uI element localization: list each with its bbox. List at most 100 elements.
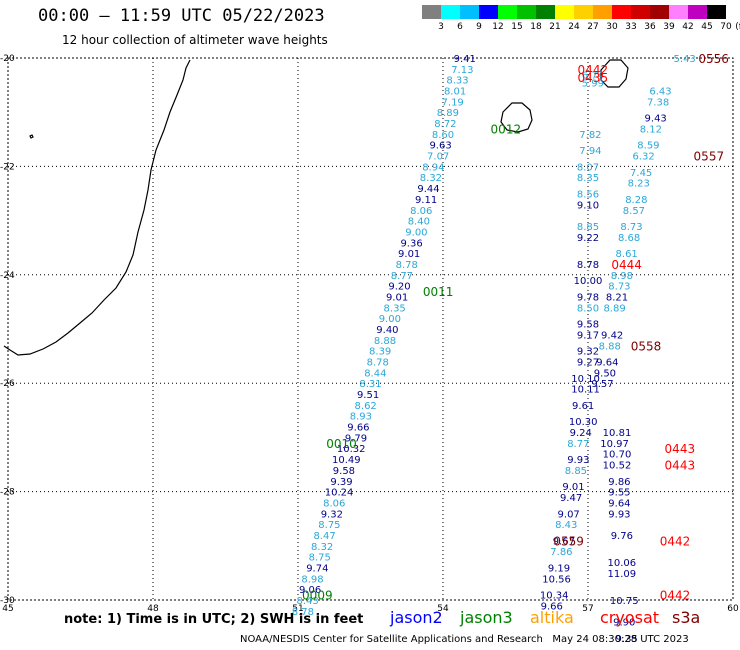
legend-swatch — [536, 5, 555, 19]
wave-height-value: 7.45 — [630, 168, 652, 179]
pass-number-label: 0442 — [660, 534, 691, 548]
wave-height-value: 9.17 — [577, 330, 599, 341]
wave-height-value: 7.82 — [579, 130, 601, 141]
lat-tick-label: -20 — [0, 54, 15, 64]
map-subtitle: 12 hour collection of altimeter wave hei… — [62, 33, 328, 47]
wave-height-value: 8.57 — [623, 206, 645, 217]
note-text: note: 1) Time is in UTC; 2) SWH is in fe… — [64, 612, 364, 627]
footer-credit: NOAA/NESDIS Center for Satellite Applica… — [240, 634, 689, 645]
reunion-island — [500, 102, 533, 133]
wave-height-value: 10.75 — [610, 596, 639, 607]
wave-height-value: 8.43 — [555, 520, 577, 531]
wave-height-value: 8.32 — [420, 173, 442, 184]
wave-height-value: 8.39 — [369, 347, 391, 358]
legend-label: 33 — [625, 22, 637, 32]
wave-height-value: 8.93 — [350, 412, 372, 423]
wave-height-value: 10.81 — [603, 428, 632, 439]
wave-height-value: 8.23 — [628, 179, 650, 190]
wave-height-value: 9.78 — [577, 292, 599, 303]
wave-height-value: 9.79 — [345, 433, 367, 444]
wave-height-value: 8.35 — [384, 303, 406, 314]
wave-height-observations: 9.417.138.338.017.198.898.728.609.637.07… — [292, 54, 696, 645]
pass-number-label: 0012 — [491, 122, 522, 136]
pass-number-label: 0011 — [423, 285, 454, 299]
wave-height-value: 10.30 — [569, 417, 598, 428]
wave-height-value: 8.73 — [620, 222, 642, 233]
legend-swatch — [574, 5, 593, 19]
wave-height-value: 8.33 — [446, 76, 468, 87]
madagascar-coast — [3, 59, 191, 356]
legend-label: 70 — [720, 22, 732, 32]
wave-height-value: 10.49 — [332, 455, 361, 466]
pass-number-label: 0559 — [553, 534, 584, 548]
wave-height-value: 8.32 — [311, 542, 333, 553]
wave-height-value: 9.40 — [376, 325, 398, 336]
wave-height-value: 9.67 — [553, 536, 575, 547]
wave-height-value: 9.66 — [541, 601, 563, 612]
pass-number-label: 0443 — [665, 459, 696, 473]
wave-height-value: 6.43 — [649, 87, 671, 98]
pass-number-label: 0435 — [578, 71, 609, 85]
wave-height-value: 9.64 — [596, 358, 618, 369]
legend-swatch — [707, 5, 726, 19]
legend-swatch — [669, 5, 688, 19]
legend-swatch — [650, 5, 669, 19]
wave-height-value: 9.01 — [398, 249, 420, 260]
wave-height-value: 8.94 — [422, 162, 444, 173]
wave-height-value: 8.77 — [567, 439, 589, 450]
legend-swatch — [688, 5, 707, 19]
satellite-jason3: jason3 — [460, 608, 513, 627]
frame-rect — [7, 57, 734, 601]
wave-height-value: 8.60 — [432, 130, 454, 141]
lat-tick-label: -28 — [0, 488, 15, 498]
wave-height-value: 7.19 — [442, 97, 464, 108]
wave-height-value: 8.21 — [606, 292, 628, 303]
wave-height-value: 9.58 — [577, 320, 599, 331]
lat-tick-label: -26 — [0, 379, 15, 389]
wave-height-value: 8.28 — [625, 195, 647, 206]
wave-height-value: 9.93 — [567, 455, 589, 466]
wave-height-value: 8.75 — [318, 520, 340, 531]
wave-height-value: 8.85 — [577, 222, 599, 233]
wave-height-value: 9.42 — [601, 330, 623, 341]
wave-height-value: 8.35 — [577, 173, 599, 184]
wave-height-value: 8.06 — [323, 498, 345, 509]
pass-number-label: 0009 — [302, 589, 333, 603]
map-title: 00:00 – 11:59 UTC 05/22/2023 — [38, 6, 325, 26]
axis-ticks: 45 48 51 54 57 60 -20 -22 -24 -26 -28 -30 — [0, 54, 739, 614]
wave-height-value: 10.11 — [571, 385, 600, 396]
wave-height-value: 8.78 — [367, 358, 389, 369]
wave-height-value: 10.10 — [571, 374, 600, 385]
wave-height-value: 9.43 — [645, 114, 667, 125]
wave-height-value: 8.01 — [444, 87, 466, 98]
wave-height-value: 9.01 — [386, 292, 408, 303]
pass-number-label: 0444 — [611, 258, 642, 272]
wave-height-value: 10.00 — [574, 276, 603, 287]
wave-height-value: 10.70 — [603, 450, 632, 461]
wave-height-value: 8.50 — [577, 303, 599, 314]
legend-label: 39 — [663, 22, 675, 32]
lon-tick-label: 45 — [2, 604, 13, 614]
wave-height-value: 7.86 — [550, 547, 572, 558]
legend-label: 24 — [568, 22, 580, 32]
legend-label: 27 — [587, 22, 599, 32]
wave-height-value: 9.50 — [594, 368, 616, 379]
wave-height-value: 9.39 — [330, 477, 352, 488]
wave-height-value: 9.63 — [429, 141, 451, 152]
wave-height-value: 10.34 — [540, 591, 569, 602]
legend-unit: (ft) — [735, 22, 740, 32]
wave-height-value: 9.00 — [405, 227, 427, 238]
lon-tick-label: 54 — [437, 604, 449, 614]
legend-label: 3 — [438, 22, 444, 32]
wave-height-value: 8.89 — [437, 108, 459, 119]
legend-label: 21 — [549, 22, 561, 32]
legend-swatch — [460, 5, 479, 19]
satellite-s3a: s3a — [672, 608, 701, 627]
legend-label: 9 — [476, 22, 482, 32]
wave-height-value: 8.78 — [396, 260, 418, 271]
satellite-jason2: jason2 — [390, 608, 443, 627]
wave-height-value: 8.68 — [618, 233, 640, 244]
coastline — [3, 59, 629, 356]
wave-height-value: 9.51 — [357, 390, 379, 401]
wave-height-value: 11.09 — [608, 569, 637, 580]
